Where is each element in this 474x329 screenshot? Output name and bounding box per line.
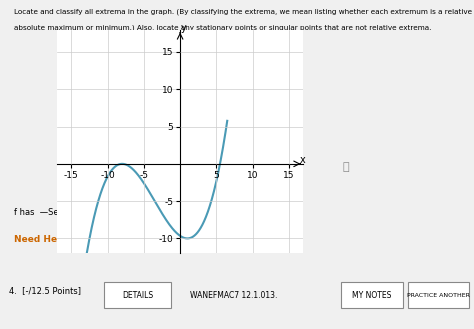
Text: 4.  [-/12.5 Points]: 4. [-/12.5 Points] bbox=[9, 286, 82, 295]
Text: Need Help?: Need Help? bbox=[14, 235, 72, 244]
Text: ⊙  at (x, y) = (                    ).: ⊙ at (x, y) = ( ). bbox=[133, 208, 252, 217]
Text: Read It: Read It bbox=[98, 231, 129, 240]
Text: WANEFMAC7 12.1.013.: WANEFMAC7 12.1.013. bbox=[190, 291, 277, 300]
Text: y: y bbox=[181, 23, 187, 33]
Text: PRACTICE ANOTHER: PRACTICE ANOTHER bbox=[407, 293, 470, 298]
Bar bbox=[341, 282, 403, 308]
Text: DETAILS: DETAILS bbox=[122, 291, 153, 300]
Text: f has  —Select—: f has —Select— bbox=[14, 208, 83, 217]
Bar bbox=[161, 206, 265, 217]
Text: absolute maximum or minimum.) Also, locate any stationary points or singular poi: absolute maximum or minimum.) Also, loca… bbox=[14, 24, 432, 31]
Bar bbox=[85, 229, 142, 241]
Text: MY NOTES: MY NOTES bbox=[352, 291, 392, 300]
Text: ⓘ: ⓘ bbox=[343, 162, 349, 172]
Bar bbox=[104, 282, 171, 308]
Text: x: x bbox=[300, 155, 305, 165]
Bar bbox=[408, 282, 469, 308]
Text: Locate and classify all extrema in the graph. (By classifying the extrema, we me: Locate and classify all extrema in the g… bbox=[14, 8, 474, 14]
